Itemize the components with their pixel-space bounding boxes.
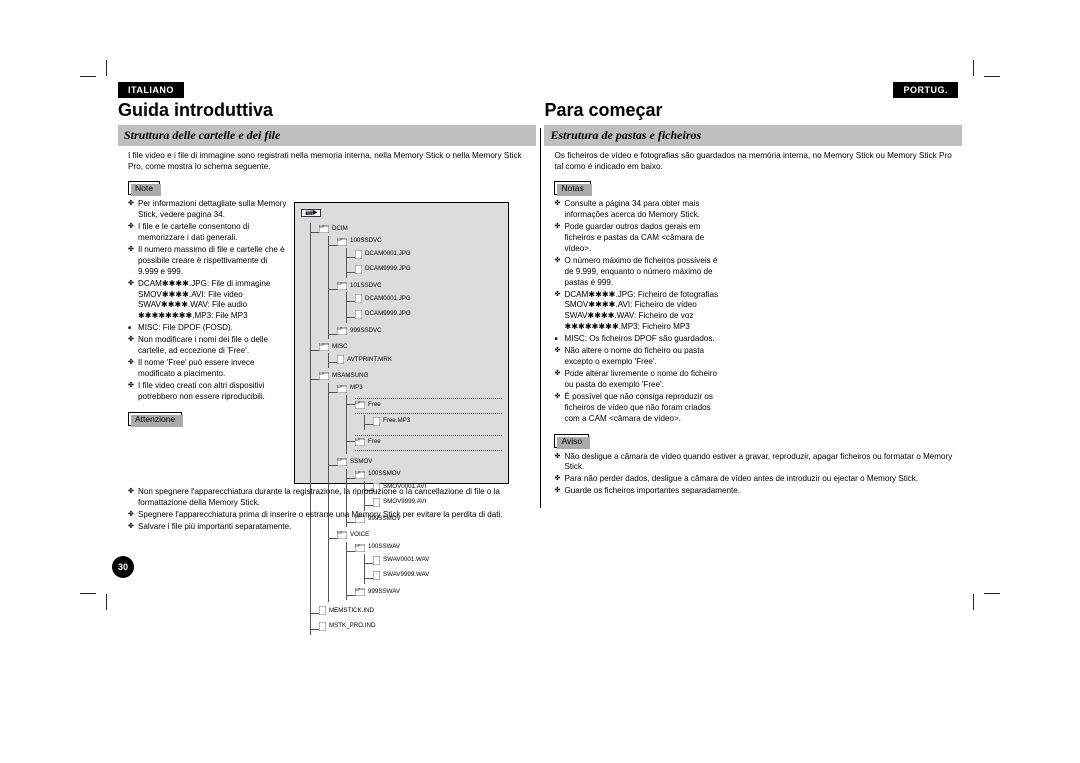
list-item: Salvare i file più importanti separatame… [128,522,532,533]
column-divider [540,128,541,508]
right-intro: Os ficheiros de vídeo e fotografias são … [554,150,962,172]
right-title: Para começar [544,100,962,121]
left-notes-list: Per informazioni dettagliate sulla Memor… [128,199,288,403]
list-item: Per informazioni dettagliate sulla Memor… [128,199,288,221]
list-item: Non spegnere l'apparecchiatura durante l… [128,487,532,509]
list-item: Guarde os ficheiros importantes separada… [554,486,962,497]
list-item: DCAM✱✱✱✱.JPG: Ficheiro de fotografias SM… [554,290,726,334]
list-item: Não altere o nome do ficheiro ou pasta e… [554,346,726,368]
list-item: Pode alterar livremente o nome do fichei… [554,369,726,391]
list-item: I file video creati con altri dispositiv… [128,381,288,403]
lang-pill-pt: PORTUG. [893,82,958,98]
lang-pill-it: ITALIANO [118,82,184,98]
list-item: Não desligue a câmara de vídeo quando es… [554,452,962,474]
right-aviso-label: Aviso [554,434,589,448]
right-notes-list: Consulte a página 34 para obter mais inf… [554,199,726,424]
left-att-label: Attenzione [128,412,182,426]
root-icon: 📷▶ [301,209,321,217]
list-item: I file e le cartelle consentono di memor… [128,222,288,244]
folder: DCIM [319,225,348,233]
list-item: Spegnere l'apparecchiatura prima di inse… [128,510,532,521]
left-title: Guida introduttiva [118,100,536,121]
left-notes-label: Note [128,181,160,195]
list-item: MISC: File DPOF (FOSD). [128,323,288,334]
list-item: É possível que não consiga reproduzir os… [554,392,726,425]
right-notes-label: Notas [554,181,590,195]
list-item: Il nome 'Free' può essere invece modific… [128,358,288,380]
page-number: 30 [112,556,134,578]
manual-page: ITALIANO Guida introduttiva Struttura de… [100,70,980,600]
list-item: MISC: Os ficheiros DPOF são guardados. [554,334,726,345]
list-item: Pode guardar outros dados gerais em fich… [554,222,726,255]
left-column: ITALIANO Guida introduttiva Struttura de… [118,82,536,584]
list-item: Il numero massimo di file e cartelle che… [128,245,288,278]
folder-diagram: 📷▶ DCIM 100SSDVC [294,202,509,484]
left-subtitle: Struttura delle cartelle e dei file [118,125,536,146]
left-intro: I file video e i file di immagine sono r… [128,150,536,172]
list-item: O número máximo de ficheiros possíveis é… [554,256,726,289]
list-item: DCAM✱✱✱✱.JPG: File di immagine SMOV✱✱✱✱.… [128,279,288,323]
right-aviso-list: Não desligue a câmara de vídeo quando es… [554,452,962,498]
left-attenzione-list: Non spegnere l'apparecchiatura durante l… [128,487,532,533]
list-item: Non modificare i nomi dei file o delle c… [128,335,288,357]
list-item: Para não perder dados, desligue a câmara… [554,474,962,485]
right-subtitle: Estrutura de pastas e ficheiros [544,125,962,146]
right-column: PORTUG. Para começar Estrutura de pastas… [544,82,962,584]
list-item: Consulte a página 34 para obter mais inf… [554,199,726,221]
